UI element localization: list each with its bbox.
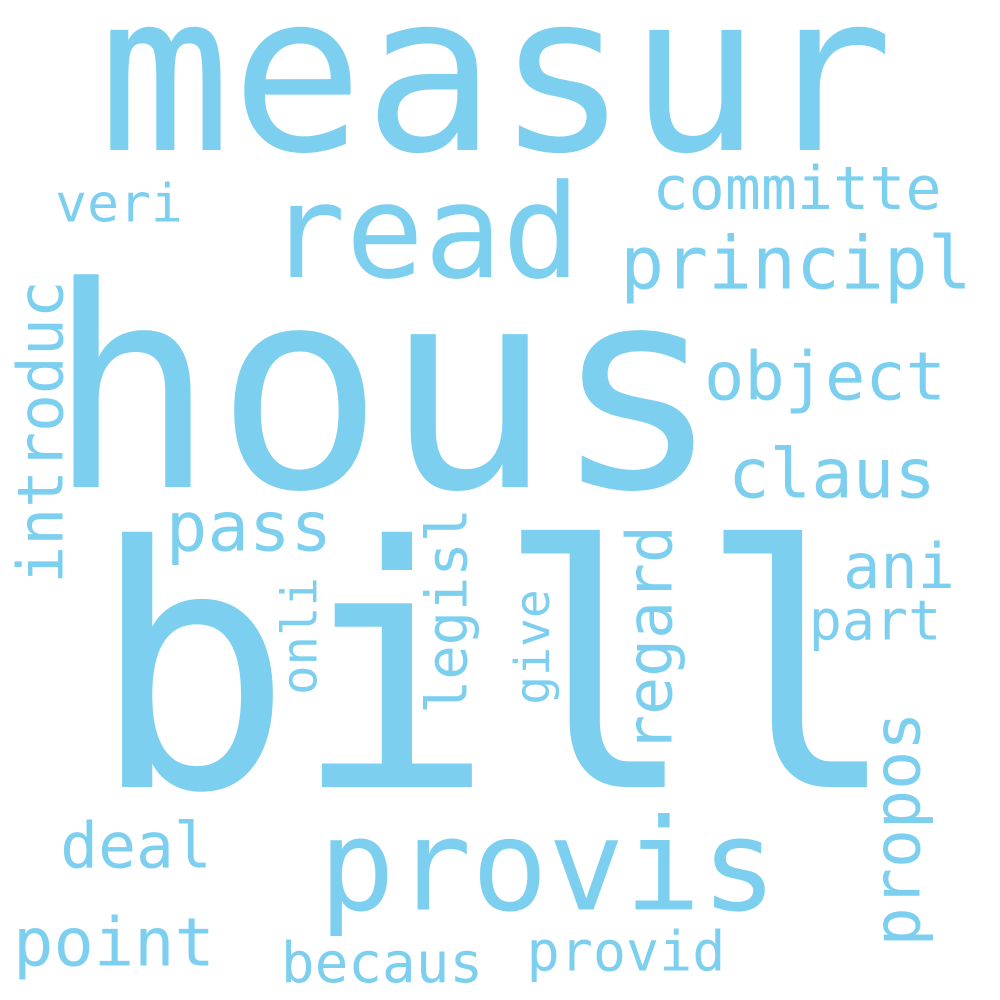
word-part: part: [808, 588, 942, 653]
word-claus: claus: [728, 434, 936, 515]
word-veri: veri: [55, 173, 183, 235]
word-introduc: introduc: [4, 280, 78, 584]
word-deal: deal: [60, 809, 212, 883]
word-ani: ani: [843, 530, 955, 603]
word-principl: principl: [620, 221, 972, 307]
word-onli: onli: [271, 576, 329, 696]
word-measur: measur: [98, 0, 894, 202]
word-hous: hous: [46, 228, 722, 554]
word-point: point: [13, 903, 215, 982]
word-provid: provid: [526, 919, 726, 984]
word-read: read: [267, 156, 581, 308]
word-bill: bill: [90, 476, 900, 867]
word-legisl: legisl: [414, 508, 481, 714]
word-give: give: [505, 589, 561, 705]
word-committe: committe: [652, 154, 942, 224]
word-propos: propos: [860, 711, 936, 947]
word-object: object: [703, 337, 947, 416]
word-pass: pass: [165, 487, 333, 568]
word-provis: provis: [318, 791, 778, 940]
word-regard: regard: [613, 525, 687, 753]
word-becaus: becaus: [280, 931, 484, 996]
